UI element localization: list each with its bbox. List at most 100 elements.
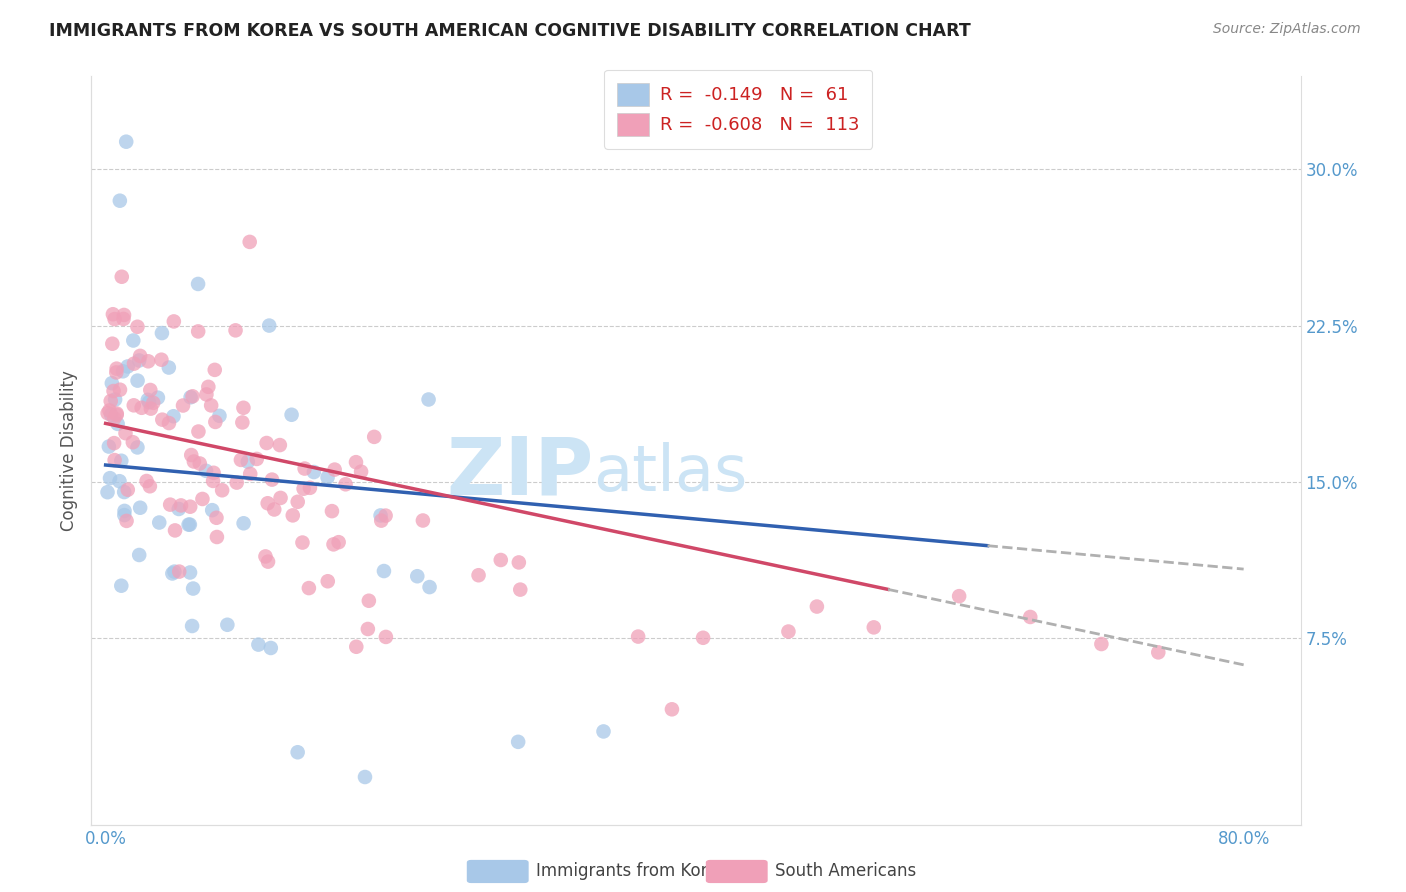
Point — [98, 403, 121, 417]
Point — [232, 516, 254, 531]
Point — [181, 582, 204, 596]
Point — [406, 569, 429, 583]
Point — [357, 593, 380, 607]
Point — [291, 535, 314, 549]
Point — [122, 334, 145, 348]
Point — [110, 579, 132, 593]
Point — [236, 455, 259, 469]
Point — [862, 620, 884, 634]
Point — [127, 319, 149, 334]
Point — [98, 471, 121, 485]
Point — [294, 461, 316, 475]
Point — [114, 504, 136, 518]
Point — [661, 702, 683, 716]
Point — [101, 376, 124, 391]
Point — [187, 277, 209, 291]
Point — [127, 374, 149, 388]
Point — [187, 325, 209, 339]
Point — [157, 360, 180, 375]
Point — [260, 473, 283, 487]
Point — [122, 398, 145, 412]
Point — [316, 574, 339, 589]
Point — [418, 392, 440, 407]
Point — [163, 314, 186, 328]
Point — [202, 466, 225, 480]
Point — [112, 485, 135, 500]
Point — [280, 408, 302, 422]
Point — [180, 390, 202, 404]
Point — [232, 401, 254, 415]
Point — [298, 481, 321, 495]
Point — [97, 440, 120, 454]
Point — [105, 366, 128, 380]
Point — [231, 416, 253, 430]
Text: South Americans: South Americans — [775, 863, 915, 880]
Point — [263, 502, 285, 516]
Legend: R =  -0.149   N =  61, R =  -0.608   N =  113: R = -0.149 N = 61, R = -0.608 N = 113 — [605, 70, 872, 149]
Point — [205, 510, 228, 524]
Point — [489, 553, 512, 567]
Point — [287, 745, 309, 759]
Point — [150, 326, 173, 340]
Point — [335, 477, 357, 491]
Point — [96, 485, 118, 500]
Point — [100, 408, 122, 422]
Point — [225, 475, 247, 490]
Text: Source: ZipAtlas.com: Source: ZipAtlas.com — [1213, 22, 1361, 37]
Point — [138, 395, 160, 409]
Point — [948, 589, 970, 603]
Point — [146, 391, 169, 405]
Point — [257, 555, 280, 569]
Point — [202, 474, 225, 488]
Point — [316, 470, 339, 484]
Point — [217, 617, 239, 632]
Point — [108, 194, 131, 208]
Point — [181, 389, 204, 403]
Point — [159, 498, 181, 512]
Point — [373, 564, 395, 578]
Point — [105, 407, 128, 421]
Point — [370, 514, 392, 528]
Point — [239, 467, 262, 481]
Point — [111, 364, 134, 378]
Point — [172, 399, 194, 413]
Point — [187, 425, 209, 439]
Point — [508, 556, 530, 570]
Point — [322, 537, 344, 551]
Point — [183, 454, 205, 468]
Text: IMMIGRANTS FROM KOREA VS SOUTH AMERICAN COGNITIVE DISABILITY CORRELATION CHART: IMMIGRANTS FROM KOREA VS SOUTH AMERICAN … — [49, 22, 972, 40]
Point — [229, 453, 252, 467]
Text: ZIP: ZIP — [446, 434, 593, 512]
Y-axis label: Cognitive Disability: Cognitive Disability — [59, 370, 77, 531]
Point — [188, 457, 211, 471]
Point — [129, 500, 152, 515]
Text: atlas: atlas — [593, 442, 748, 504]
Point — [111, 269, 134, 284]
Point — [270, 491, 292, 505]
Point — [806, 599, 828, 614]
Point — [127, 441, 149, 455]
Point — [1147, 645, 1170, 659]
Point — [131, 401, 153, 415]
Point — [101, 307, 124, 321]
Point — [370, 508, 392, 523]
Point — [139, 479, 162, 493]
Point — [201, 503, 224, 517]
Point — [247, 638, 270, 652]
Point — [117, 483, 139, 497]
Point — [170, 499, 193, 513]
Point — [692, 631, 714, 645]
Point — [344, 455, 367, 469]
Point — [298, 581, 321, 595]
Point — [100, 394, 122, 409]
Point — [107, 417, 129, 431]
Point — [256, 496, 278, 510]
Point — [1019, 610, 1042, 624]
Point — [256, 436, 278, 450]
Point — [162, 566, 184, 581]
Point — [181, 619, 204, 633]
Point — [260, 640, 283, 655]
Point — [281, 508, 304, 523]
Point — [419, 580, 441, 594]
Point — [104, 453, 127, 467]
